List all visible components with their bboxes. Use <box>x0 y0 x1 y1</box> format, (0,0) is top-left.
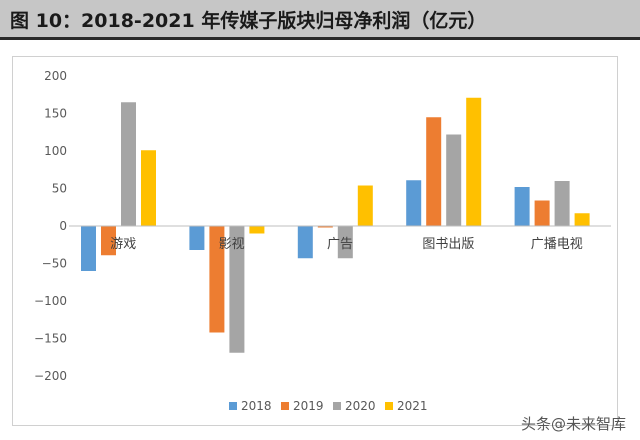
legend-swatch-2019 <box>281 402 289 410</box>
bar-2020-1 <box>229 226 245 353</box>
bar-2019-1 <box>209 226 225 333</box>
category-label: 图书出版 <box>422 237 474 252</box>
legend-label-2020: 2020 <box>345 399 376 413</box>
y-tick-label: 100 <box>44 144 67 158</box>
chart-title: 图 10：2018-2021 年传媒子版块归母净利润（亿元） <box>10 10 487 32</box>
bar-2018-2 <box>297 226 313 259</box>
category-label: 游戏 <box>110 237 136 252</box>
bar-2018-3 <box>406 180 422 226</box>
category-label: 广告 <box>327 237 353 252</box>
chart-frame: 200 150 100 50 0 −50 −100 −150 −200 游戏 影视 广告 图书出版 广播电… <box>12 56 618 426</box>
y-tick-label: −50 <box>42 257 67 271</box>
bar-2019-0 <box>101 226 116 256</box>
bar-2020-2 <box>337 226 353 259</box>
bar-2020-0 <box>121 102 136 226</box>
y-tick-label: 50 <box>52 182 67 196</box>
bar-2019-2 <box>317 226 333 228</box>
legend-label-2018: 2018 <box>241 399 272 413</box>
bar-2018-0 <box>81 226 96 271</box>
category-label: 影视 <box>219 237 245 252</box>
y-tick-label: −100 <box>34 294 67 308</box>
legend-label-2021: 2021 <box>397 399 428 413</box>
bar-2021-1 <box>249 226 265 234</box>
y-tick-label: −200 <box>34 369 67 383</box>
bar-2021-0 <box>141 150 156 226</box>
legend-label-2019: 2019 <box>293 399 324 413</box>
title-bar: 图 10：2018-2021 年传媒子版块归母净利润（亿元） <box>0 0 640 40</box>
bar-chart: 200 150 100 50 0 −50 −100 −150 −200 游戏 影视 广告 图书出版 广播电… <box>34 69 611 413</box>
watermark-text: 头条@未来智库 <box>520 415 626 433</box>
y-tick-label: 200 <box>44 69 67 83</box>
y-tick-label: −150 <box>34 332 67 346</box>
bar-2021-3 <box>466 97 482 226</box>
bar-2021-2 <box>357 185 373 226</box>
y-tick-label: 150 <box>44 107 67 121</box>
legend-swatch-2021 <box>385 402 393 410</box>
legend-swatch-2018 <box>229 402 237 410</box>
bar-2018-1 <box>189 226 205 250</box>
category-label: 广播电视 <box>531 237 583 252</box>
bar-2020-3 <box>446 134 462 226</box>
bar-2021-4 <box>574 213 590 226</box>
bar-2019-3 <box>426 117 442 226</box>
bar-2018-4 <box>514 187 530 226</box>
legend-swatch-2020 <box>333 402 341 410</box>
y-tick-label: 0 <box>59 219 67 233</box>
bar-2020-4 <box>554 181 570 226</box>
bar-2019-4 <box>534 200 550 226</box>
